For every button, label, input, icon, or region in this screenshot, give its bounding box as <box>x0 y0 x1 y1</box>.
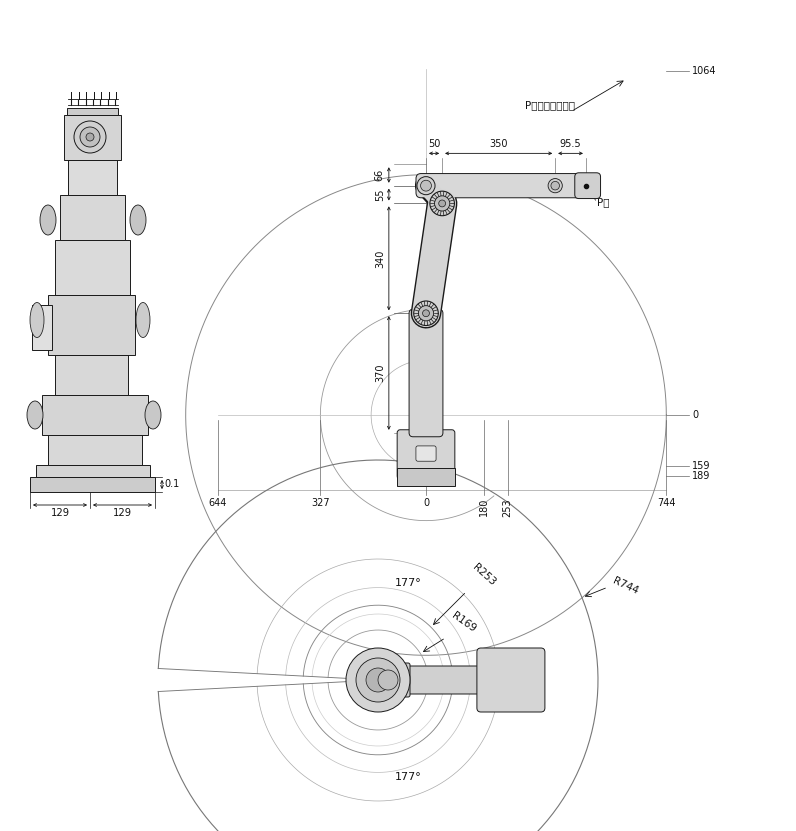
Circle shape <box>435 196 450 211</box>
FancyBboxPatch shape <box>55 355 128 395</box>
Text: 129: 129 <box>50 508 69 518</box>
Text: 370: 370 <box>375 364 384 382</box>
Text: 350: 350 <box>490 140 508 150</box>
Circle shape <box>430 191 455 216</box>
FancyBboxPatch shape <box>42 395 148 435</box>
Circle shape <box>439 200 446 207</box>
Circle shape <box>548 179 562 193</box>
Text: P点最大运动范围: P点最大运动范围 <box>525 100 576 110</box>
Text: P点: P点 <box>597 197 610 207</box>
Ellipse shape <box>30 302 44 337</box>
Text: 159: 159 <box>693 461 711 471</box>
Text: R169: R169 <box>450 611 478 634</box>
Text: 180: 180 <box>479 498 489 516</box>
FancyBboxPatch shape <box>48 295 135 355</box>
Text: 129: 129 <box>112 508 131 518</box>
Text: 177°: 177° <box>395 578 421 588</box>
Circle shape <box>356 658 400 702</box>
Text: R253: R253 <box>470 562 498 588</box>
Text: 0: 0 <box>423 498 429 508</box>
Text: 644: 644 <box>209 498 227 508</box>
FancyBboxPatch shape <box>64 115 121 160</box>
Text: 189: 189 <box>693 471 711 481</box>
Text: 253: 253 <box>503 498 513 517</box>
Text: 66: 66 <box>375 169 384 181</box>
Circle shape <box>378 670 398 690</box>
FancyBboxPatch shape <box>477 648 545 712</box>
Text: 0.1: 0.1 <box>164 479 179 489</box>
Ellipse shape <box>145 401 161 429</box>
FancyBboxPatch shape <box>55 240 130 295</box>
Circle shape <box>417 177 435 194</box>
FancyBboxPatch shape <box>397 468 455 486</box>
Circle shape <box>74 121 106 153</box>
Circle shape <box>419 306 434 321</box>
FancyBboxPatch shape <box>409 309 443 437</box>
Ellipse shape <box>130 205 146 235</box>
FancyBboxPatch shape <box>32 305 52 350</box>
Text: 177°: 177° <box>395 772 421 782</box>
Text: 0: 0 <box>693 410 698 420</box>
Circle shape <box>366 668 390 692</box>
Ellipse shape <box>27 401 43 429</box>
Text: 95.5: 95.5 <box>560 140 581 150</box>
FancyBboxPatch shape <box>30 477 155 492</box>
FancyBboxPatch shape <box>68 160 117 195</box>
Circle shape <box>80 127 100 147</box>
Text: 1064: 1064 <box>693 66 717 76</box>
Circle shape <box>86 133 94 141</box>
Circle shape <box>423 310 429 317</box>
Circle shape <box>420 180 431 191</box>
Ellipse shape <box>40 205 56 235</box>
Circle shape <box>551 181 560 190</box>
FancyBboxPatch shape <box>36 465 150 477</box>
FancyBboxPatch shape <box>403 666 509 694</box>
Text: R744: R744 <box>611 575 640 596</box>
Text: 744: 744 <box>657 498 676 508</box>
Circle shape <box>346 648 410 712</box>
Text: 327: 327 <box>311 498 330 508</box>
Text: 55: 55 <box>375 189 384 201</box>
Text: 50: 50 <box>428 140 440 150</box>
Text: 340: 340 <box>375 249 384 268</box>
FancyBboxPatch shape <box>397 430 455 479</box>
FancyBboxPatch shape <box>575 173 600 199</box>
FancyBboxPatch shape <box>67 108 118 115</box>
FancyBboxPatch shape <box>366 663 410 697</box>
FancyBboxPatch shape <box>416 174 596 198</box>
Ellipse shape <box>136 302 150 337</box>
FancyBboxPatch shape <box>416 446 436 461</box>
FancyBboxPatch shape <box>60 195 125 240</box>
Circle shape <box>414 301 439 326</box>
FancyBboxPatch shape <box>48 435 142 465</box>
